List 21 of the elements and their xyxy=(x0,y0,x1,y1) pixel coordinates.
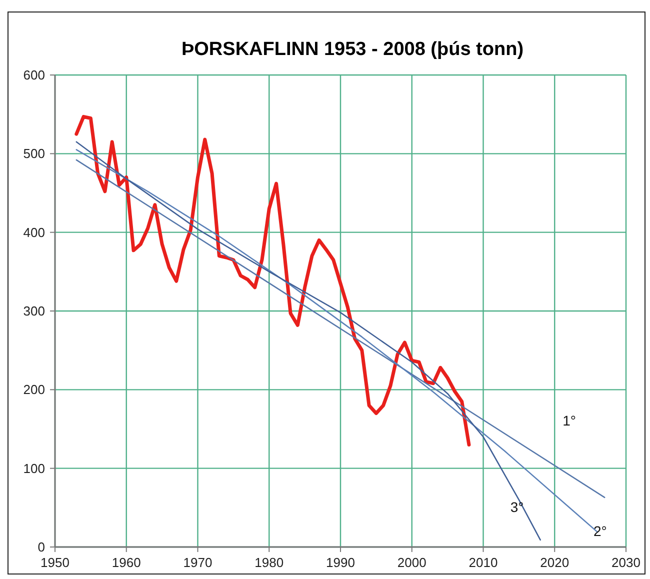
y-tick-label: 0 xyxy=(38,540,45,554)
y-tick-label: 500 xyxy=(23,146,45,162)
x-tick-label: 1970 xyxy=(183,555,212,570)
series-label: 2° xyxy=(593,523,607,540)
x-tick-label: 1990 xyxy=(326,555,355,570)
x-tick-label: 1980 xyxy=(254,555,284,570)
x-tick-label: 2020 xyxy=(540,555,570,570)
text: 1° xyxy=(562,412,576,428)
x-tick-label: 1960 xyxy=(112,555,141,570)
y-tick-label: 300 xyxy=(23,304,45,318)
y-tick-label: 400 xyxy=(23,224,45,240)
chart-title: ÞORSKAFLINN 1953 - 2008 (þús tonn) xyxy=(181,39,524,60)
x-tick-label: 2010 xyxy=(468,555,498,570)
x-tick-label: 2000 xyxy=(397,555,426,570)
line-series xyxy=(74,114,471,446)
x-tick-label: 1950 xyxy=(40,555,70,570)
y-tick-label: 200 xyxy=(23,382,45,398)
y-tick-label: 100 xyxy=(23,460,45,476)
y-tick-label: 600 xyxy=(23,68,45,82)
series-label: 3° xyxy=(510,498,524,515)
x-tick-label: 2030 xyxy=(612,555,640,570)
